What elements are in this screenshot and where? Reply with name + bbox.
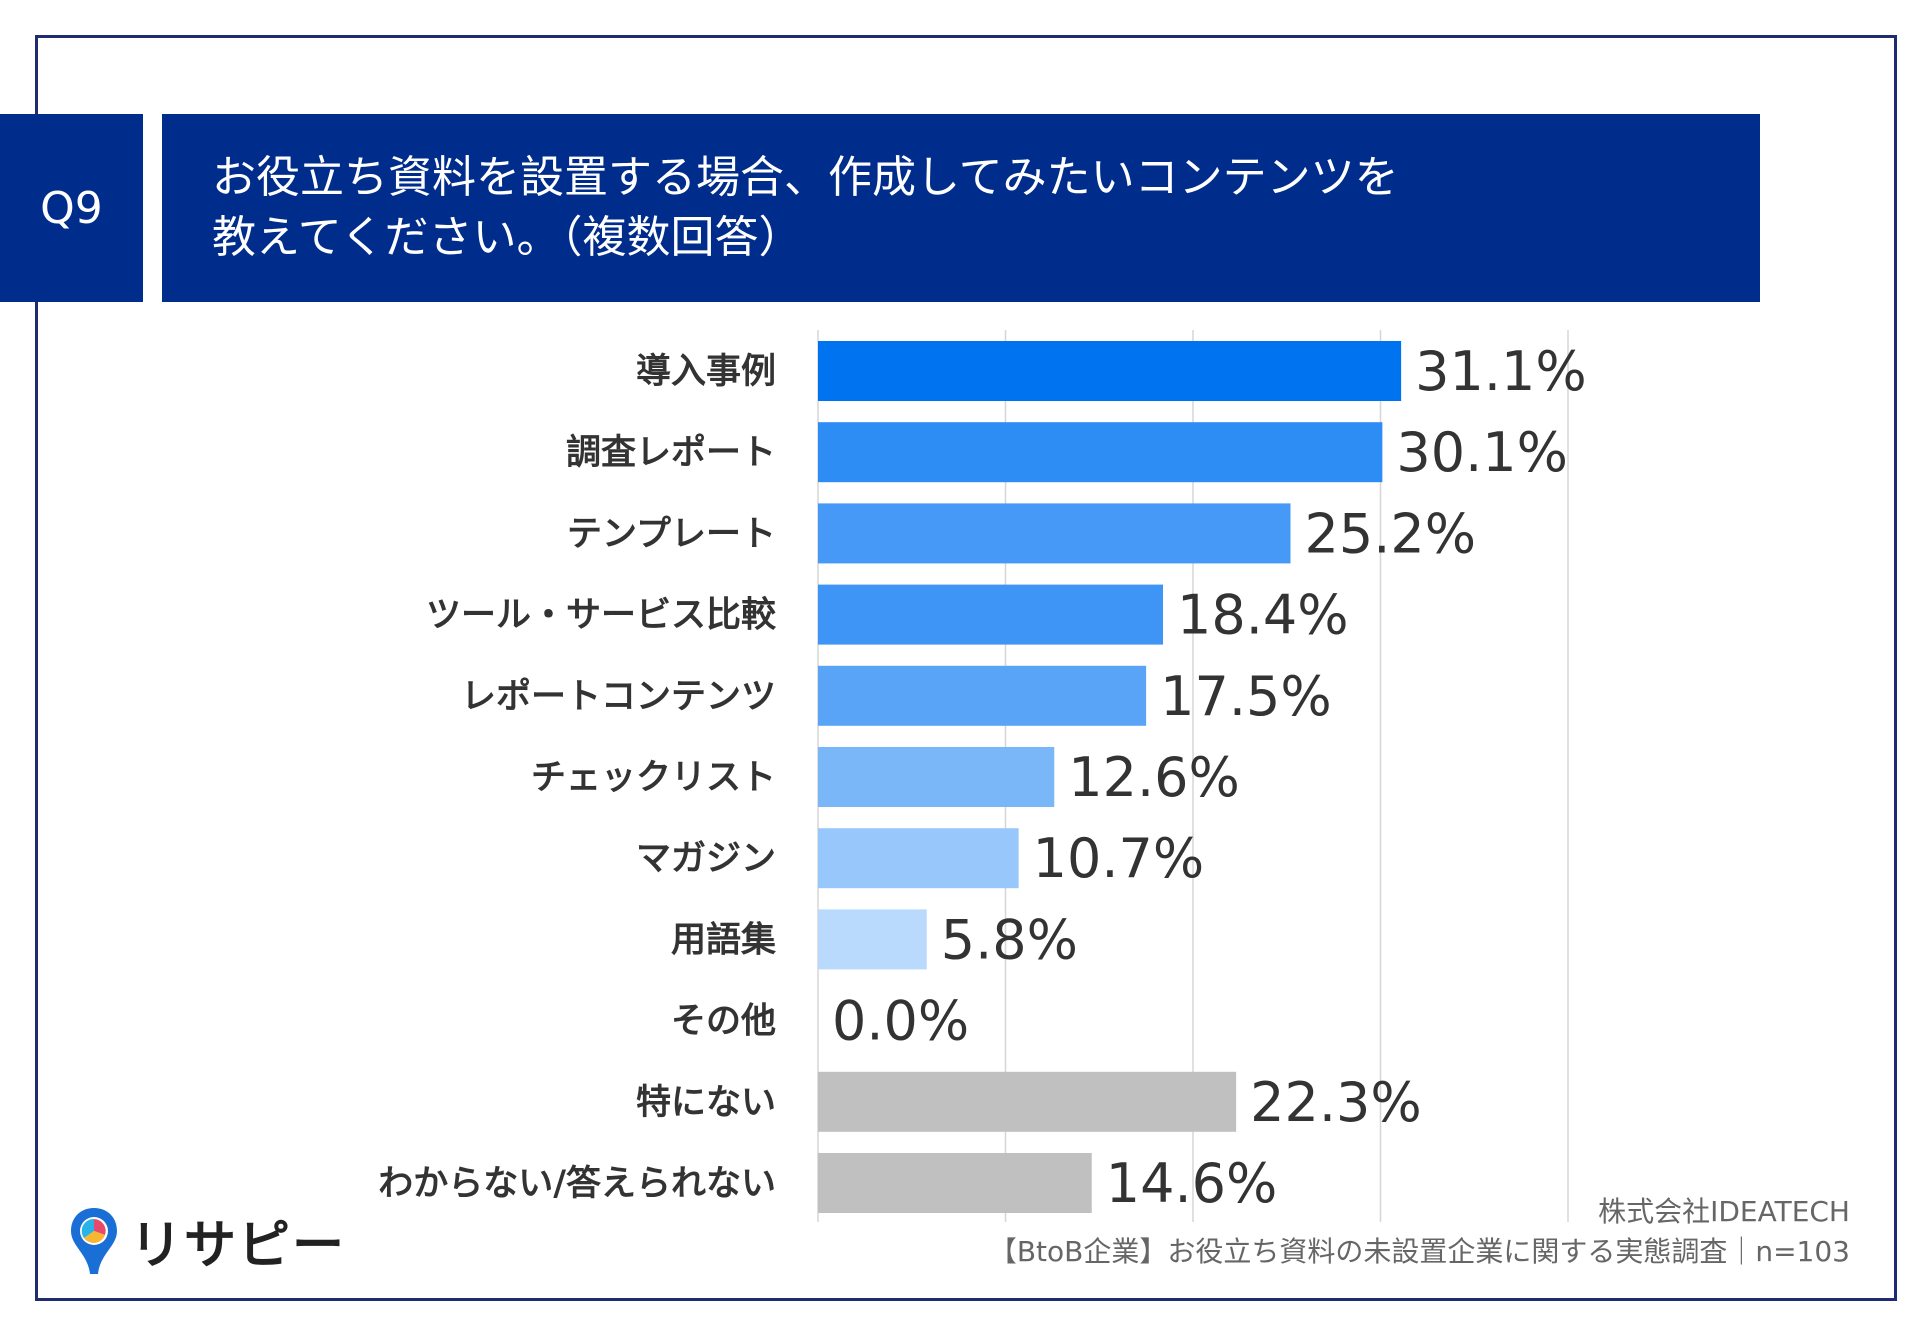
risapy-logo: リサピー — [68, 1203, 346, 1278]
question-number: Q9 — [40, 182, 103, 234]
bar-0 — [818, 341, 1402, 401]
value-label-8: 0.0% — [832, 990, 969, 1053]
company-name: 株式会社IDEATECH — [1598, 1195, 1850, 1228]
source-footer: 株式会社IDEATECH 【BtoB企業】お役立ち資料の未設置企業に関する実態調… — [989, 1192, 1850, 1272]
category-label-0: 導入事例 — [636, 352, 776, 392]
category-label-10: わからない/答えられない — [378, 1164, 776, 1204]
bar-2 — [818, 503, 1291, 564]
question-title-line-1: お役立ち資料を設置する場合、作成してみたいコンテンツを — [212, 152, 1399, 203]
chart-frame — [35, 35, 1897, 1301]
bar-5 — [818, 747, 1055, 807]
category-label-4: レポートコンテンツ — [461, 676, 776, 717]
bar-3 — [818, 584, 1163, 645]
category-label-1: 調査レポート — [566, 432, 776, 473]
pin-icon — [71, 1207, 117, 1274]
value-label-10: 14.6% — [1106, 1152, 1278, 1215]
bar-9 — [818, 1071, 1237, 1132]
bar-7 — [818, 909, 927, 970]
value-label-1: 30.1% — [1396, 421, 1568, 484]
value-label-4: 17.5% — [1160, 665, 1332, 728]
bar-4 — [818, 665, 1147, 726]
value-label-2: 25.2% — [1305, 502, 1477, 565]
category-label-5: チェックリスト — [531, 758, 776, 798]
question-title-banner: お役立ち資料を設置する場合、作成してみたいコンテンツを 教えてください。（複数回… — [162, 114, 1760, 302]
question-number-badge: Q9 — [0, 114, 143, 302]
question-title-line-2: 教えてください。（複数回答） — [212, 212, 803, 263]
value-label-9: 22.3% — [1250, 1071, 1422, 1134]
category-label-7: 用語集 — [671, 920, 776, 960]
value-label-7: 5.8% — [941, 908, 1078, 971]
value-label-5: 12.6% — [1068, 746, 1240, 809]
logo-text: リサピー — [130, 1216, 347, 1276]
value-label-0: 31.1% — [1415, 340, 1587, 403]
value-label-6: 10.7% — [1033, 827, 1205, 890]
bar-6 — [818, 828, 1019, 889]
category-label-2: テンプレート — [567, 514, 776, 554]
survey-info: 【BtoB企業】お役立ち資料の未設置企業に関する実態調査｜n=103 — [988, 1235, 1850, 1268]
category-label-6: マガジン — [636, 839, 776, 879]
bar-1 — [818, 422, 1383, 483]
category-label-9: 特にない — [636, 1083, 776, 1123]
category-label-3: ツール・サービス比較 — [426, 596, 777, 636]
value-label-3: 18.4% — [1177, 584, 1349, 647]
bar-10 — [818, 1153, 1092, 1213]
category-label-8: その他 — [671, 1002, 776, 1042]
